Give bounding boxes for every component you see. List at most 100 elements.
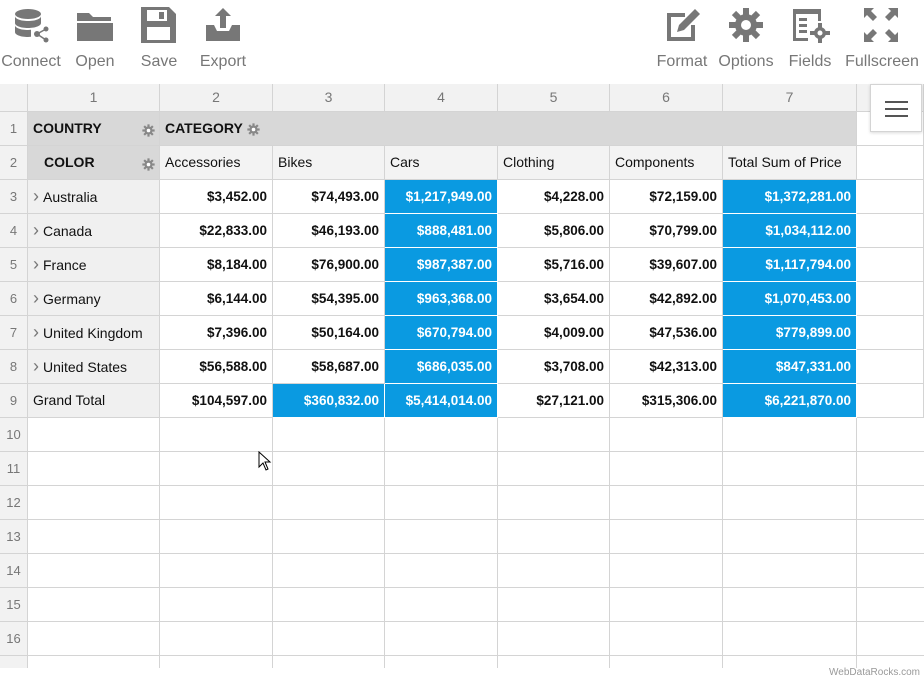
grand-total-value-cell[interactable]: $104,597.00 [160, 384, 273, 418]
value-text: $4,009.00 [543, 325, 604, 340]
value-cell[interactable]: $76,900.00 [273, 248, 385, 282]
value-cell[interactable]: $987,387.00 [385, 248, 498, 282]
empty-cell [498, 554, 610, 588]
export-button[interactable]: Export [192, 0, 254, 80]
value-cell[interactable]: $4,009.00 [498, 316, 610, 350]
value-cell[interactable]: $56,588.00 [160, 350, 273, 384]
category-header[interactable]: Bikes [273, 146, 385, 180]
category-header[interactable]: Cars [385, 146, 498, 180]
category-header[interactable]: Total Sum of Price [723, 146, 857, 180]
column-number: 2 [212, 89, 220, 105]
grand-total-value-cell[interactable]: $27,121.00 [498, 384, 610, 418]
credit-text: WebDataRocks.com [829, 667, 920, 678]
save-button[interactable]: Save [130, 0, 188, 80]
chevron-right-icon[interactable]: › [33, 186, 39, 206]
category-header[interactable]: Accessories [160, 146, 273, 180]
country-row-header[interactable]: › United Kingdom [28, 316, 160, 350]
value-cell[interactable]: $670,794.00 [385, 316, 498, 350]
menu-button[interactable] [870, 84, 922, 132]
value-cell[interactable]: $847,331.00 [723, 350, 857, 384]
category-header[interactable]: Clothing [498, 146, 610, 180]
value-cell[interactable]: $74,493.00 [273, 180, 385, 214]
value-cell[interactable]: $1,117,794.00 [723, 248, 857, 282]
empty-cell [160, 588, 273, 622]
empty-cell [857, 282, 924, 316]
value-text: $27,121.00 [536, 393, 604, 408]
grand-total-value-cell[interactable]: $6,221,870.00 [723, 384, 857, 418]
country-label: Canada [43, 223, 93, 239]
value-cell[interactable]: $5,806.00 [498, 214, 610, 248]
value-cell[interactable]: $70,799.00 [610, 214, 723, 248]
gear-icon[interactable] [142, 124, 155, 137]
country-row-header[interactable]: › Australia [28, 180, 160, 214]
empty-cell [160, 452, 273, 486]
fields-label: Fields [788, 53, 832, 70]
column-number: 1 [89, 89, 98, 105]
value-cell[interactable]: $39,607.00 [610, 248, 723, 282]
value-cell[interactable]: $3,654.00 [498, 282, 610, 316]
value-cell[interactable]: $3,452.00 [160, 180, 273, 214]
value-cell[interactable]: $72,159.00 [610, 180, 723, 214]
value-cell[interactable]: $1,372,281.00 [723, 180, 857, 214]
connect-button[interactable]: Connect [0, 0, 62, 80]
value-cell[interactable]: $54,395.00 [273, 282, 385, 316]
options-button[interactable]: Options [716, 0, 776, 80]
value-cell[interactable]: $888,481.00 [385, 214, 498, 248]
empty-cell [28, 622, 160, 656]
value-cell[interactable]: $5,716.00 [498, 248, 610, 282]
empty-cell [723, 520, 857, 554]
value-cell[interactable]: $50,164.00 [273, 316, 385, 350]
grand-total-value-cell[interactable]: $5,414,014.00 [385, 384, 498, 418]
format-button[interactable]: Format [652, 0, 712, 80]
country-row-header[interactable]: › United States [28, 350, 160, 384]
value-cell[interactable]: $42,313.00 [610, 350, 723, 384]
export-icon [206, 8, 240, 41]
chevron-right-icon[interactable]: › [33, 254, 39, 274]
database-icon [15, 9, 49, 43]
value-cell[interactable]: $1,217,949.00 [385, 180, 498, 214]
value-text: $46,193.00 [311, 223, 379, 238]
value-cell[interactable]: $3,708.00 [498, 350, 610, 384]
column-number-header: 5 [498, 84, 610, 112]
chevron-right-icon[interactable]: › [33, 356, 39, 376]
fullscreen-button[interactable]: Fullscreen [842, 0, 922, 80]
country-row-header[interactable]: › Canada [28, 214, 160, 248]
value-cell[interactable]: $7,396.00 [160, 316, 273, 350]
grand-total-value-cell[interactable]: $360,832.00 [273, 384, 385, 418]
value-text: $58,687.00 [311, 359, 379, 374]
value-cell[interactable]: $1,034,112.00 [723, 214, 857, 248]
category-header[interactable]: Components [610, 146, 723, 180]
empty-cell [857, 214, 924, 248]
row-header-field[interactable]: COUNTRY [28, 112, 160, 146]
chevron-right-icon[interactable]: › [33, 220, 39, 240]
gear-icon[interactable] [247, 123, 260, 136]
empty-cell [498, 588, 610, 622]
value-cell[interactable]: $58,687.00 [273, 350, 385, 384]
open-button[interactable]: Open [66, 0, 124, 80]
value-cell[interactable]: $8,184.00 [160, 248, 273, 282]
value-cell[interactable]: $779,899.00 [723, 316, 857, 350]
fields-button[interactable]: Fields [782, 0, 838, 80]
value-cell[interactable]: $963,368.00 [385, 282, 498, 316]
value-cell[interactable]: $1,070,453.00 [723, 282, 857, 316]
value-cell[interactable]: $42,892.00 [610, 282, 723, 316]
country-row-header[interactable]: › France [28, 248, 160, 282]
column-header-field[interactable]: CATEGORY [160, 112, 857, 146]
value-cell[interactable]: $4,228.00 [498, 180, 610, 214]
chevron-right-icon[interactable]: › [33, 322, 39, 342]
gear-icon[interactable] [142, 158, 155, 171]
country-row-header[interactable]: › Germany [28, 282, 160, 316]
value-cell[interactable]: $46,193.00 [273, 214, 385, 248]
color-field[interactable]: COLOR [28, 146, 160, 180]
value-cell[interactable]: $6,144.00 [160, 282, 273, 316]
chevron-right-icon[interactable]: › [33, 288, 39, 308]
value-cell[interactable]: $686,035.00 [385, 350, 498, 384]
grand-total-value-cell[interactable]: $315,306.00 [610, 384, 723, 418]
value-cell[interactable]: $22,833.00 [160, 214, 273, 248]
value-text: $1,217,949.00 [405, 189, 492, 204]
value-text: $7,396.00 [206, 325, 267, 340]
column-number-header: 3 [273, 84, 385, 112]
value-cell[interactable]: $47,536.00 [610, 316, 723, 350]
empty-cell [857, 248, 924, 282]
connect-label: Connect [1, 53, 61, 70]
